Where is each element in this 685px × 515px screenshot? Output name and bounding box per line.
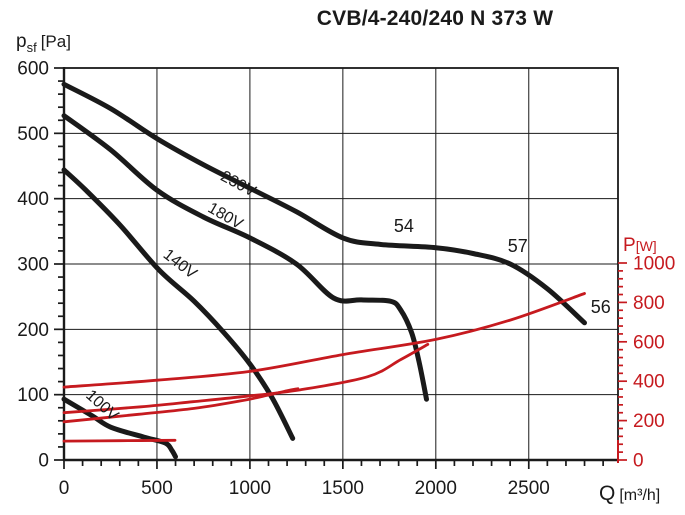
x-axis-unit: [m³/h] bbox=[619, 487, 661, 504]
y-left-tick-label: 500 bbox=[17, 124, 49, 145]
curve-pressure-100V bbox=[61, 396, 178, 460]
annotation-230v: 230V bbox=[218, 168, 259, 201]
y-left-tick-label: 400 bbox=[17, 189, 49, 210]
curve-power-100V bbox=[62, 438, 177, 443]
curve-pressure-140V bbox=[61, 167, 296, 441]
chart-title: CVB/4-240/240 N 373 W bbox=[316, 7, 554, 30]
y-right-tick-label: 200 bbox=[633, 411, 665, 432]
y-left-tick-label: 200 bbox=[17, 320, 49, 341]
y-left-tick-label: 300 bbox=[17, 255, 49, 276]
curve-power-230V bbox=[62, 292, 586, 389]
x-tick-label: 0 bbox=[59, 478, 70, 499]
left-axis-unit: [Pa] bbox=[40, 32, 71, 51]
left-axis-subscript: sf bbox=[26, 39, 37, 55]
right-axis-unit: [W] bbox=[635, 238, 657, 254]
x-axis-symbol: Q bbox=[599, 482, 616, 505]
curve-power-140V bbox=[62, 387, 300, 424]
y-left-tick-label: 100 bbox=[17, 385, 49, 406]
x-tick-label: 1000 bbox=[229, 478, 271, 499]
y-right-tick-label: 400 bbox=[633, 372, 665, 393]
y-left-tick-label: 600 bbox=[17, 59, 49, 80]
annotation-57: 57 bbox=[508, 236, 528, 256]
y-left-tick-label: 0 bbox=[38, 451, 49, 472]
left-axis-symbol: p bbox=[16, 31, 27, 52]
right-axis-title: P[W] bbox=[623, 235, 657, 257]
right-axis-symbol: P bbox=[623, 235, 636, 256]
x-tick-label: 2500 bbox=[508, 478, 550, 499]
x-tick-label: 500 bbox=[141, 478, 173, 499]
curve-power-180V bbox=[62, 343, 430, 415]
y-right-tick-label: 0 bbox=[633, 451, 644, 472]
left-axis-title: psf [Pa] bbox=[16, 31, 71, 55]
curve-pressure-180V bbox=[61, 113, 429, 402]
y-right-tick-label: 600 bbox=[633, 332, 665, 353]
annotation-54: 54 bbox=[394, 216, 414, 236]
annotation-56: 56 bbox=[591, 297, 611, 317]
curve-pressure-230V bbox=[61, 81, 587, 326]
y-right-tick-label: 800 bbox=[633, 293, 665, 314]
y-right-tick-label: 1000 bbox=[633, 254, 675, 275]
x-tick-label: 1500 bbox=[322, 478, 364, 499]
x-axis-title: Q [m³/h] bbox=[599, 482, 660, 506]
x-tick-label: 2000 bbox=[415, 478, 457, 499]
